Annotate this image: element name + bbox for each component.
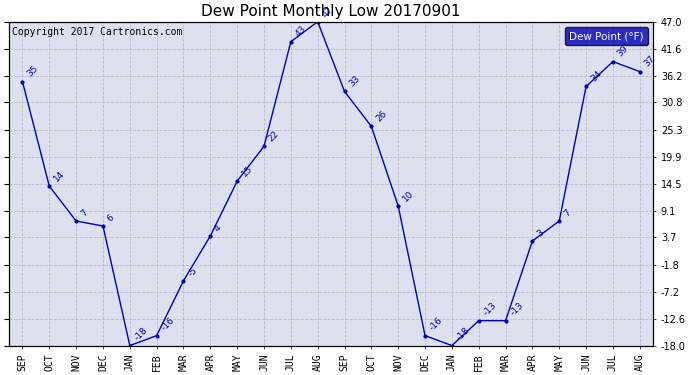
Text: -16: -16 bbox=[428, 316, 444, 333]
Text: 6: 6 bbox=[106, 213, 116, 223]
Text: -5: -5 bbox=[186, 265, 199, 278]
Text: 4: 4 bbox=[213, 223, 224, 233]
Text: 14: 14 bbox=[52, 169, 66, 183]
Text: 7: 7 bbox=[562, 208, 573, 218]
Text: 26: 26 bbox=[374, 109, 388, 124]
Text: 15: 15 bbox=[240, 164, 255, 178]
Text: 7: 7 bbox=[79, 208, 89, 218]
Text: 47: 47 bbox=[320, 4, 335, 19]
Text: 34: 34 bbox=[589, 69, 603, 84]
Text: -18: -18 bbox=[455, 326, 471, 343]
Text: -13: -13 bbox=[509, 301, 525, 318]
Text: -18: -18 bbox=[132, 326, 149, 343]
Text: 10: 10 bbox=[401, 189, 415, 203]
Text: Copyright 2017 Cartronics.com: Copyright 2017 Cartronics.com bbox=[12, 27, 183, 37]
Title: Dew Point Monthly Low 20170901: Dew Point Monthly Low 20170901 bbox=[201, 4, 461, 19]
Text: 37: 37 bbox=[642, 54, 657, 69]
Text: 3: 3 bbox=[535, 228, 546, 238]
Legend: Dew Point (°F): Dew Point (°F) bbox=[565, 27, 648, 45]
Text: 39: 39 bbox=[615, 44, 630, 59]
Text: 35: 35 bbox=[26, 64, 40, 79]
Text: -16: -16 bbox=[159, 316, 176, 333]
Text: -13: -13 bbox=[482, 301, 498, 318]
Text: 33: 33 bbox=[347, 74, 362, 89]
Text: 22: 22 bbox=[267, 129, 281, 144]
Text: 43: 43 bbox=[294, 24, 308, 39]
